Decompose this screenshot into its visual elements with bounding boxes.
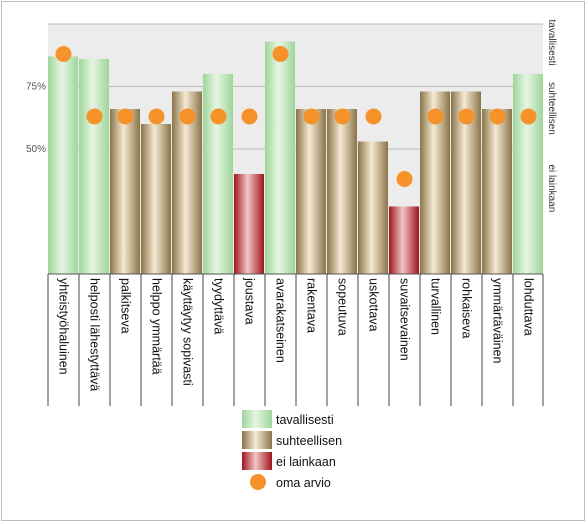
category-label: avarakatseinen — [274, 278, 288, 363]
category-label: helposti lähestyttävä — [88, 278, 102, 391]
level-label-ei-lainkaan: ei lainkaan — [546, 165, 557, 213]
legend-swatch-suhteellisen — [242, 431, 272, 449]
category-label: ymmärtäväinen — [491, 278, 505, 363]
category-label: käyttäytyy sopivasti — [181, 278, 195, 386]
bar-lohduttava — [513, 74, 543, 274]
bar-suvaitsevainen — [389, 206, 419, 274]
legend-swatch-dot — [250, 474, 266, 490]
level-label-tavallisesti: tavallisesti — [546, 20, 557, 66]
legend-swatch-ei-lainkaan — [242, 452, 272, 470]
oma-arvio-point — [210, 108, 227, 125]
oma-arvio-point — [55, 46, 72, 62]
category-label: palkitseva — [119, 278, 133, 334]
level-label-suhteellisen: suhteellisen — [546, 82, 557, 135]
category-label: uskottava — [367, 278, 381, 332]
bar-uskottava — [358, 141, 388, 274]
oma-arvio-point — [520, 108, 537, 125]
category-label: tyydyttävä — [212, 278, 226, 334]
y-tick-label: 75% — [26, 82, 46, 93]
bar-sopeutuva — [327, 109, 357, 274]
category-label: helppo ymmärtää — [150, 278, 164, 375]
legend-label: oma arvio — [276, 476, 331, 490]
bar-ymmartavainen — [482, 109, 512, 274]
category-label: sopeutuva — [336, 278, 350, 336]
oma-arvio-point — [303, 108, 320, 125]
bar-tyydyttava — [203, 74, 233, 274]
oma-arvio-point — [117, 108, 134, 125]
oma-arvio-point — [148, 108, 165, 125]
oma-arvio-point — [179, 108, 196, 125]
oma-arvio-point — [272, 46, 289, 62]
oma-arvio-point — [86, 108, 103, 125]
oma-arvio-point — [458, 108, 475, 125]
legend-swatch-tavallisesti — [242, 410, 272, 428]
bar-helppo-ymmartaa — [141, 124, 171, 274]
category-label: rakentava — [305, 278, 319, 333]
oma-arvio-point — [334, 108, 351, 125]
oma-arvio-point — [489, 108, 506, 125]
bar-rakentava — [296, 109, 326, 274]
category-label: joustava — [243, 277, 257, 325]
category-label: lohduttava — [522, 278, 536, 336]
legend-label: suhteellisen — [276, 434, 342, 448]
y-tick-label: 50% — [26, 144, 46, 155]
oma-arvio-point — [241, 108, 258, 125]
category-label: rohkaiseva — [460, 278, 474, 338]
oma-arvio-point — [365, 108, 382, 125]
bar-helposti-lahestyttava — [79, 59, 109, 274]
category-label: yhteistyöhaluinen — [57, 278, 71, 375]
oma-arvio-point — [396, 171, 413, 187]
category-label: suvaitsevainen — [398, 278, 412, 361]
bar-palkitseva — [110, 109, 140, 274]
bar-avarakatseinen — [265, 41, 295, 274]
legend-label: ei lainkaan — [276, 455, 336, 469]
bar-joustava — [234, 174, 264, 274]
bar-yhteistyohaluinen — [48, 56, 78, 274]
legend-label: tavallisesti — [276, 413, 334, 427]
oma-arvio-point — [427, 108, 444, 125]
category-label: turvallinen — [429, 278, 443, 335]
